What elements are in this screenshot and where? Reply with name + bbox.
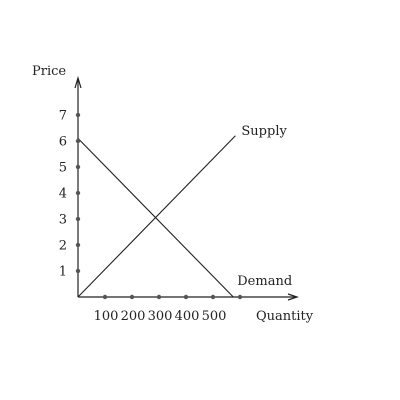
y-tick-dot: [75, 190, 81, 196]
x-axis-title: Quantity: [256, 309, 314, 324]
y-axis-title: Price: [32, 64, 66, 79]
x-tick-dot: [210, 294, 216, 300]
x-tick-label: 400: [175, 309, 200, 324]
x-tick-dot: [183, 294, 189, 300]
x-tick-dot: [102, 294, 108, 300]
y-tick-label: 1: [59, 265, 67, 280]
x-tick-label: 200: [121, 309, 146, 324]
supply-label: Supply: [241, 124, 287, 139]
y-tick-label: 5: [59, 161, 67, 176]
supply-line: [77, 135, 236, 298]
y-tick-label: 3: [59, 213, 67, 228]
y-tick-dot: [75, 216, 81, 222]
x-tick-label: 100: [94, 309, 119, 324]
y-tick-dot: [75, 112, 81, 118]
x-tick-dot: [156, 294, 162, 300]
x-tick-label: 300: [148, 309, 173, 324]
y-tick-label: 7: [59, 109, 67, 124]
y-tick-dot: [75, 268, 81, 274]
demand-line: [77, 138, 234, 298]
label-layer: Price Quantity Supply Demand: [32, 64, 314, 324]
y-tick-dot: [75, 138, 81, 144]
x-tick-dot: [237, 294, 243, 300]
x-axis-arrow: [287, 293, 299, 301]
series-layer: [77, 135, 236, 298]
y-tick-label: 4: [59, 187, 67, 202]
demand-label: Demand: [237, 274, 292, 289]
x-tick-dot: [129, 294, 135, 300]
y-tick-dot: [75, 164, 81, 170]
y-axis-arrow: [74, 75, 82, 89]
y-tick-dot: [75, 242, 81, 248]
y-tick-label: 6: [59, 135, 67, 150]
y-tick-label: 2: [59, 239, 67, 254]
tick-layer: 1 2 3 4 5 6 7 100 200 300 400 500: [59, 109, 243, 324]
x-tick-label: 500: [202, 309, 227, 324]
